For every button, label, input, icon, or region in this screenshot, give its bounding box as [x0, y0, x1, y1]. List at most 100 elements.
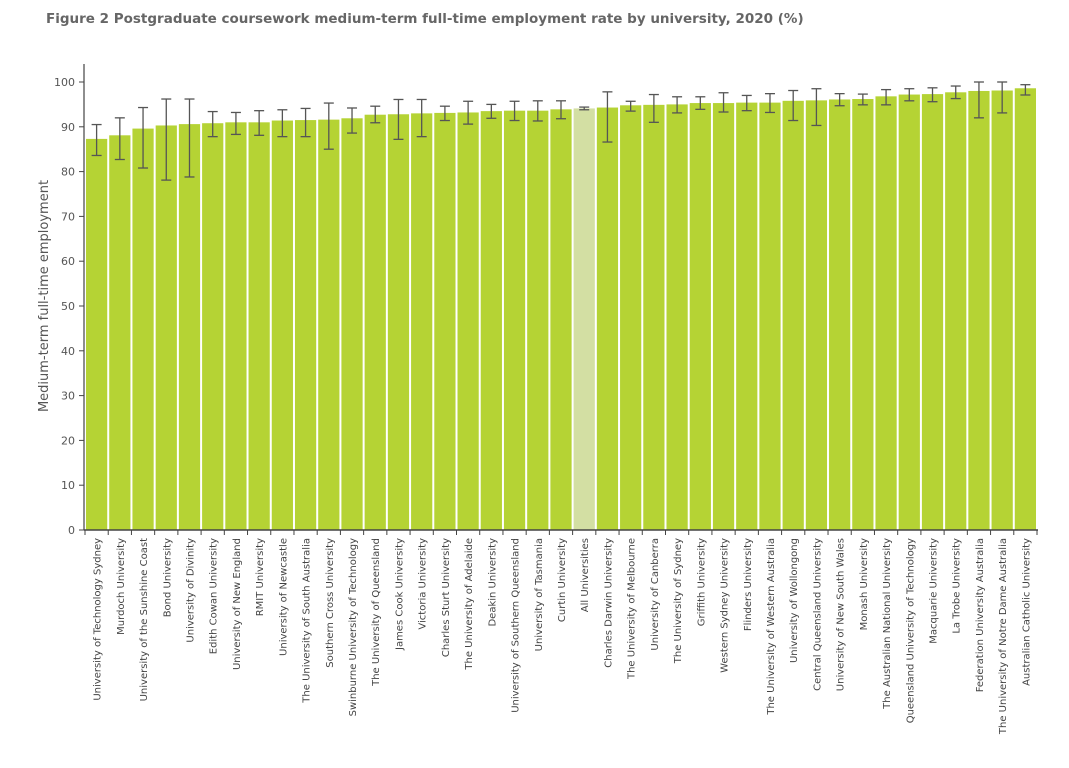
category-label: Monash University: [859, 538, 870, 630]
error-bar: [857, 93, 868, 106]
bar: [550, 109, 572, 530]
error-bar: [741, 94, 752, 112]
category-label: Federation University Australia: [975, 538, 986, 692]
category-label: The University of South Australia: [302, 538, 313, 704]
error-bar: [91, 123, 102, 157]
axes-layer: 0 10 20 30 40 50 60 70 80 90 100 Medium-term full-t…: [37, 64, 1038, 537]
bar: [782, 100, 804, 530]
error-bar: [184, 98, 195, 178]
error-bar: [625, 100, 636, 112]
category-label: Charles Sturt University: [441, 538, 452, 657]
category-label: The University of Queensland: [371, 538, 382, 687]
error-bar: [416, 98, 427, 138]
bar: [945, 92, 967, 531]
error-bar: [1020, 84, 1031, 96]
bar: [318, 119, 340, 530]
category-label: Murdoch University: [116, 538, 127, 635]
bar: [643, 104, 665, 530]
bar: [736, 102, 758, 531]
y-tick-label: 70: [61, 210, 75, 223]
bar: [527, 110, 549, 531]
error-bar: [486, 103, 497, 119]
category-label: Southern Cross University: [325, 538, 336, 668]
bar: [968, 90, 990, 531]
error-bar: [764, 92, 775, 114]
error-bar: [556, 100, 566, 120]
bar: [411, 113, 433, 531]
bar: [596, 107, 619, 530]
bar: [805, 100, 828, 531]
error-bar: [347, 107, 358, 134]
bar: [271, 120, 293, 530]
error-bar: [323, 102, 334, 150]
category-label: Edith Cowan University: [209, 538, 220, 654]
category-label: University of the Sunshine Coast: [139, 538, 150, 701]
category-label: All Universities: [580, 538, 591, 612]
bar: [294, 120, 317, 530]
error-bar: [672, 96, 683, 114]
bar: [248, 122, 270, 530]
bar: [1014, 88, 1036, 531]
bar: [155, 125, 177, 531]
error-bars-layer: [91, 81, 1031, 181]
category-label: Bond University: [162, 538, 173, 617]
labels-layer: University of Technology Sydney Murdoch U…: [93, 538, 1033, 735]
bar: [852, 99, 874, 531]
error-bar: [579, 106, 590, 111]
error-bar: [138, 106, 149, 169]
bar: [387, 114, 410, 530]
y-axis-title: Medium-term full-time employment: [37, 180, 52, 412]
y-tick-label: 60: [61, 255, 75, 268]
category-label: University of New England: [232, 538, 243, 670]
bars-layer: [86, 88, 1036, 531]
error-bar: [114, 117, 125, 161]
bar: [434, 112, 456, 530]
error-bar: [207, 110, 218, 138]
y-tick-label: 20: [61, 434, 75, 447]
error-bar: [277, 109, 288, 138]
bar: [202, 123, 224, 530]
error-bar: [300, 107, 311, 138]
error-bar: [439, 105, 450, 122]
category-label: La Trobe University: [952, 538, 963, 634]
category-label: Western Sydney University: [720, 538, 731, 673]
error-bar: [904, 88, 915, 102]
category-label: University of Tasmania: [534, 538, 545, 651]
category-label: University of Technology Sydney: [93, 538, 104, 701]
y-tick-label: 10: [61, 479, 75, 492]
bar: [341, 118, 363, 530]
category-label: University of Canberra: [650, 538, 661, 651]
category-label: University of Newcastle: [278, 538, 289, 656]
category-label: University of Wollongong: [789, 538, 800, 663]
error-bar: [950, 85, 961, 100]
y-tick-label: 90: [61, 121, 75, 134]
y-tick-label: 50: [61, 300, 75, 313]
category-label: James Cook University: [394, 538, 405, 651]
category-label: Flinders University: [743, 538, 754, 631]
error-bar: [788, 89, 799, 122]
category-label: University of Divinity: [185, 538, 196, 643]
error-bar: [602, 91, 613, 143]
error-bar: [648, 93, 659, 123]
error-bar: [881, 88, 892, 106]
category-label: Deakin University: [487, 538, 498, 627]
category-label: The University of Western Australia: [766, 538, 777, 716]
bar: [573, 108, 595, 531]
error-bar: [161, 98, 172, 181]
bar: [666, 104, 688, 531]
category-label: The University of Notre Dame Australia: [998, 538, 1009, 735]
error-bar: [695, 96, 706, 110]
error-bar: [718, 92, 729, 113]
category-label: The University of Adelaide: [464, 538, 475, 671]
category-label: The Australian National University: [882, 538, 893, 710]
bar: [898, 94, 920, 530]
y-tick-label: 30: [61, 390, 75, 403]
bar: [178, 124, 201, 531]
bar: [364, 114, 386, 530]
category-label: The University of Melbourne: [627, 538, 638, 680]
error-bar: [811, 88, 822, 127]
category-label: Victoria University: [418, 538, 429, 630]
error-bar: [393, 98, 404, 140]
